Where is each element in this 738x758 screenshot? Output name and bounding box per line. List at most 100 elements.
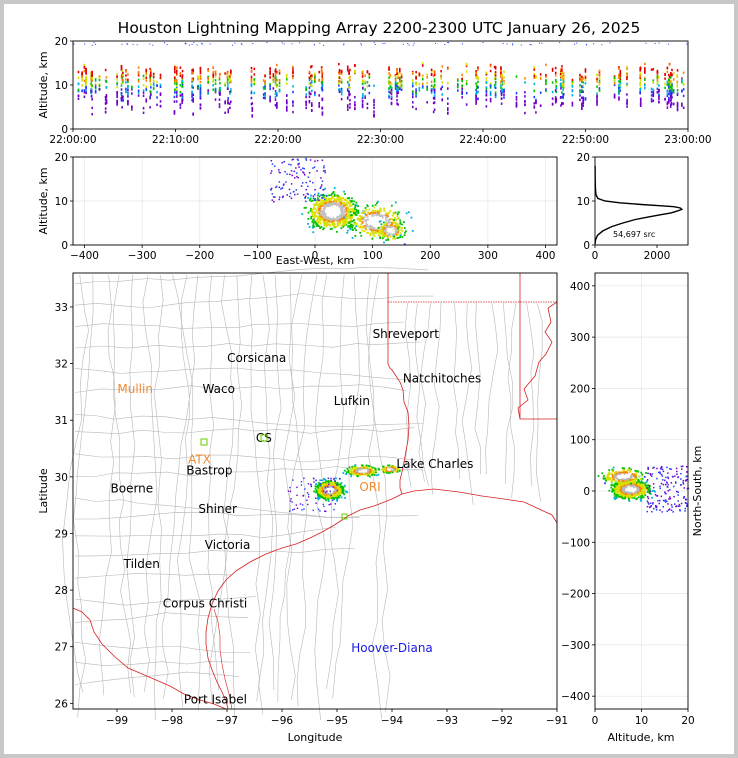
time-altitude-source (533, 105, 536, 108)
ew-altitude-source (379, 237, 382, 239)
plan-view-source (364, 467, 367, 470)
time-altitude-source (373, 103, 375, 107)
time-altitude-source (362, 86, 364, 90)
time-altitude-source (285, 105, 288, 109)
figure-page: Houston Lightning Mapping Array 2200-230… (4, 4, 734, 754)
ew-altitude-source (332, 205, 335, 208)
time-altitude-source (127, 91, 129, 94)
plan-view-source (397, 466, 400, 469)
ew-altitude-source (391, 214, 394, 217)
plan-view-y-tick-label: 32 (55, 359, 68, 371)
time-altitude-source (338, 84, 340, 87)
ew-altitude-source (307, 176, 310, 178)
time-altitude-source (494, 91, 497, 94)
plan-view-source (337, 483, 340, 486)
plan-view-source (318, 495, 321, 498)
ew-altitude-source (301, 213, 304, 215)
ew-altitude-source (359, 217, 362, 220)
time-altitude-source (501, 77, 503, 80)
time-altitude-source (670, 86, 673, 89)
time-altitude-source (582, 101, 585, 105)
ew-altitude-source (341, 224, 344, 227)
plan-view-source (389, 465, 392, 468)
time-altitude-source (212, 73, 215, 76)
time-altitude-source (212, 84, 215, 87)
time-altitude-source (219, 82, 221, 85)
ew-altitude-source (349, 220, 352, 223)
time-altitude-source (274, 92, 277, 96)
plan-view-source (354, 464, 357, 466)
time-altitude-source (77, 70, 80, 74)
plan-view-source (368, 473, 371, 476)
ew-altitude-source (291, 174, 294, 177)
plan-view-source (391, 465, 394, 468)
time-altitude-source (149, 79, 151, 83)
time-altitude-source (626, 105, 628, 108)
time-altitude-source (524, 103, 526, 106)
plan-view-source (287, 490, 290, 492)
ew-altitude-source (374, 220, 377, 223)
time-altitude-source (368, 91, 371, 95)
time-altitude-source (116, 103, 118, 106)
plan-view-source (336, 489, 339, 492)
plan-view-source (322, 491, 324, 494)
time-altitude-source (562, 75, 565, 79)
time-altitude-source (554, 71, 557, 75)
ew-altitude-source (345, 212, 348, 215)
plan-view-source (377, 467, 380, 470)
time-altitude-source (274, 78, 277, 82)
ew-altitude-source (338, 197, 341, 200)
time-altitude-source (346, 89, 349, 92)
time-altitude-source (250, 90, 253, 93)
ew-altitude-source (369, 228, 372, 231)
ew-altitude-source (282, 184, 285, 186)
ew-altitude-source (340, 208, 342, 211)
time-altitude-source (619, 86, 622, 89)
ew-altitude-source (286, 173, 288, 175)
ew-altitude-source (309, 207, 312, 210)
plan-view-source (312, 509, 314, 512)
ew-altitude-source (394, 211, 397, 214)
plan-view-source (367, 474, 370, 477)
time-altitude-source (500, 84, 502, 87)
plan-view-source (340, 486, 343, 489)
ew-altitude-source (322, 170, 325, 172)
time-altitude-source (668, 86, 670, 90)
ew-altitude-source (372, 218, 374, 221)
time-altitude-source (145, 79, 148, 82)
time-altitude-source (361, 99, 364, 103)
time-altitude-source (668, 101, 670, 104)
ew-altitude-source (331, 208, 334, 210)
ew-altitude-source (336, 206, 338, 209)
time-altitude-source (276, 94, 278, 97)
time-altitude-source (174, 66, 176, 69)
ew-altitude-source (401, 227, 403, 229)
ew-altitude-source (272, 196, 275, 198)
time-altitude-source (292, 90, 294, 94)
time-altitude-source (142, 111, 145, 115)
time-altitude-source (494, 93, 497, 96)
plan-view-source (325, 491, 328, 494)
time-altitude-source (397, 73, 399, 76)
plan-view-source (385, 471, 388, 474)
time-altitude-source (310, 82, 312, 85)
time-altitude-source (159, 83, 162, 87)
ew-altitude-source (357, 205, 360, 208)
ew-altitude-source (333, 198, 336, 200)
time-altitude-source (373, 113, 375, 116)
plan-view-source (314, 497, 317, 499)
plan-view-source (324, 481, 327, 484)
ew-altitude-source (333, 194, 336, 197)
plan-view-source (372, 471, 375, 474)
time-altitude-source (656, 76, 659, 79)
ew-altitude-source (315, 203, 318, 206)
ew-altitude-source (332, 216, 335, 219)
ew-altitude-source (327, 217, 330, 220)
time-altitude-source (656, 72, 659, 75)
time-altitude-source (676, 85, 679, 88)
time-altitude-source (596, 98, 598, 101)
ew-altitude-source (332, 220, 335, 222)
time-altitude-source (461, 85, 463, 89)
time-altitude-source (596, 80, 598, 83)
plan-view-source (322, 485, 325, 488)
